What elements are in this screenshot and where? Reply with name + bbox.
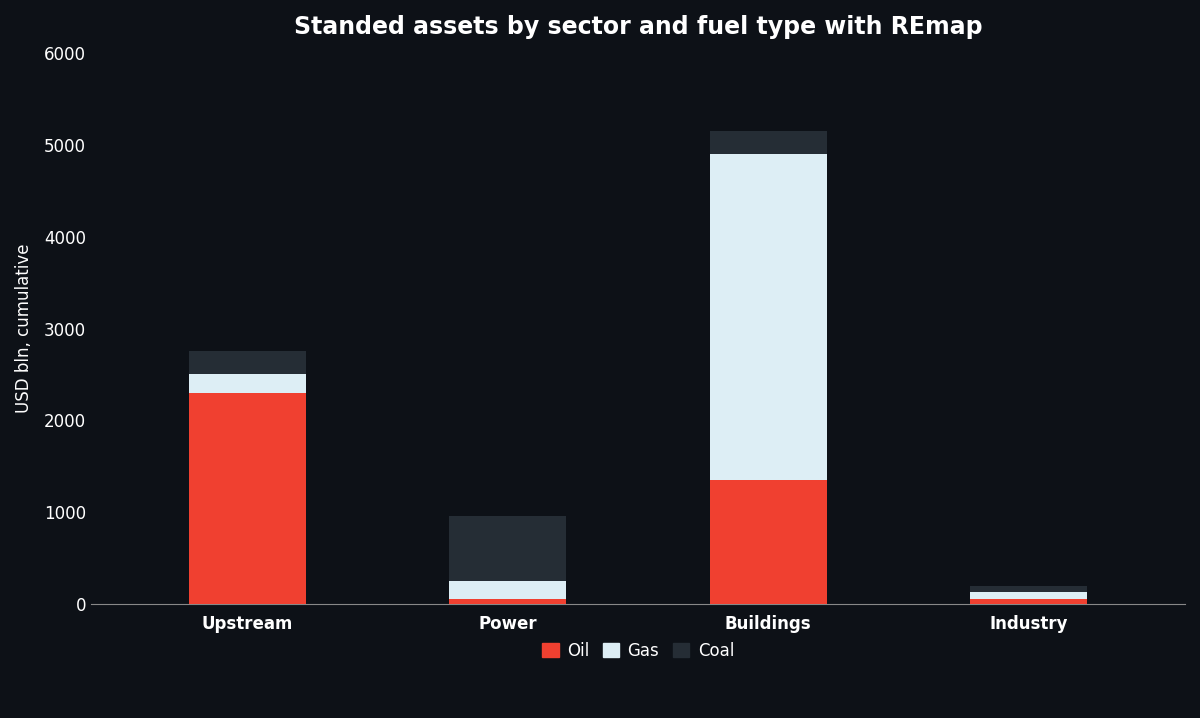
Bar: [449, 581, 566, 599]
Bar: [970, 592, 1087, 599]
Bar: [449, 599, 566, 604]
Bar: [970, 599, 1087, 604]
Bar: [709, 480, 827, 604]
Legend: Oil, Gas, Coal: Oil, Gas, Coal: [535, 635, 740, 667]
Bar: [188, 393, 306, 604]
Bar: [709, 131, 827, 154]
Bar: [188, 351, 306, 374]
Y-axis label: USD bln, cumulative: USD bln, cumulative: [14, 243, 32, 414]
Title: Standed assets by sector and fuel type with REmap: Standed assets by sector and fuel type w…: [294, 15, 983, 39]
Bar: [970, 586, 1087, 592]
Bar: [188, 374, 306, 393]
Bar: [709, 154, 827, 480]
Bar: [449, 516, 566, 581]
